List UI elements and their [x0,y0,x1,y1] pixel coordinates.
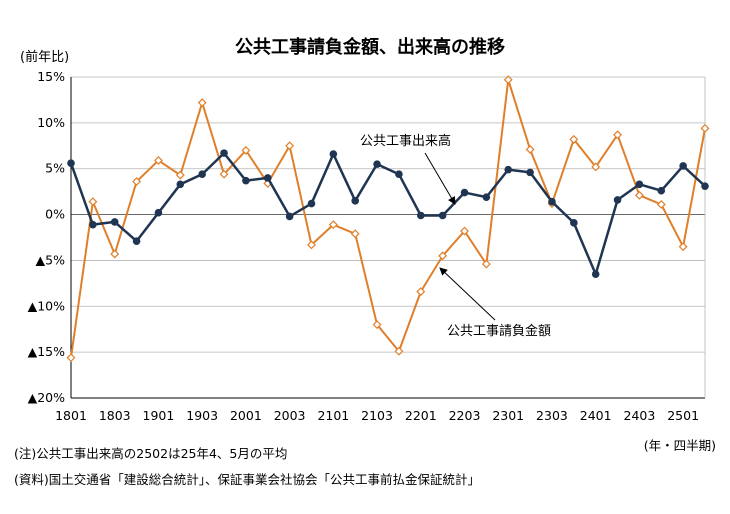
data-point [153,156,163,165]
data-point [525,145,535,154]
data-point [679,162,687,170]
data-point [175,170,185,180]
series-line-ukeoi [70,78,706,358]
data-point [351,197,360,205]
data-point [110,249,120,259]
data-point [307,199,316,208]
data-point [328,220,338,230]
data-point [460,188,469,197]
x-tick-label: 2003 [274,408,306,423]
data-point [657,186,666,195]
data-point [570,219,578,227]
data-point [67,159,75,168]
data-point [372,320,382,330]
data-point [263,174,272,182]
chart-title: 公共工事請負金額、出来高の推移 [235,36,505,58]
annotation-arrow [439,267,496,321]
x-tick-labels: 1801 1803 1901 1903 2001 2003 2101 2103 2201 2203… [55,408,699,423]
y-tick-label: 5% [45,161,65,176]
data-point [132,177,142,187]
x-tick-label: 2201 [405,408,437,423]
data-point [220,149,228,157]
data-point [329,150,338,158]
x-tick-label: 2403 [624,408,656,423]
x-tick-label: 2501 [667,408,699,423]
data-point [219,169,229,179]
data-point [197,98,207,108]
x-tick-label: 1803 [99,408,131,423]
data-point [504,165,513,174]
data-point [66,353,76,363]
data-point [307,240,316,250]
data-point [635,180,644,189]
y-tick-label: 0% [45,207,65,222]
x-tick-label: 2303 [536,408,568,423]
data-point [242,176,250,185]
series-line-dekidaka [69,151,706,276]
data-point [656,200,666,209]
data-point [88,197,98,207]
data-point [591,270,600,278]
y-tick-label: ▲15% [28,344,66,359]
annotation-ukeoi: 公共工事請負金額 [447,323,551,339]
data-point [395,170,403,179]
y-tick-label: ▲5% [36,252,66,267]
data-point [373,160,381,168]
data-point [526,168,534,177]
x-tick-label: 2203 [449,408,481,423]
data-point [154,208,163,217]
data-point [394,346,404,356]
data-point [241,145,251,155]
x-tick-label: 1801 [55,408,87,423]
source-text: (資料)国土交通省「建設総合統計」、保証事業会社協会「公共工事前払金保証統計」 [14,472,481,487]
data-point [460,226,469,236]
data-point [613,130,623,140]
x-axis-label: (年・四半期) [644,438,716,453]
data-point [591,162,601,172]
x-tick-label: 2103 [361,408,393,423]
x-tick-label: 2401 [580,408,612,423]
y-axis-label: (前年比) [20,49,69,65]
data-point [700,123,710,133]
data-point [481,259,491,269]
data-point [416,287,426,297]
y-tick-labels: 15% 10% 5% 0% ▲5% ▲10% ▲15% ▲20% [28,69,66,405]
x-tick-label: 1901 [143,408,175,423]
data-point [285,212,294,221]
data-point [176,180,185,189]
y-tick-label: 15% [37,69,65,84]
y-tick-label: ▲20% [28,390,66,405]
note-text: (注)公共工事出来高の2502は25年4、5月の平均 [14,446,288,461]
data-point [613,196,622,204]
data-point [416,211,425,220]
data-point [634,190,644,200]
x-tick-label: 1903 [186,408,218,423]
data-point [701,182,709,190]
x-tick-label: 2101 [317,408,349,423]
data-point [548,197,556,206]
series-layer [66,75,710,363]
data-point [482,193,491,201]
data-point [110,218,119,226]
data-point [438,251,448,261]
data-point [285,141,295,151]
data-point [569,134,579,144]
x-tick-label: 2301 [492,408,524,423]
annotation-dekidaka: 公共工事出来高 [360,133,451,149]
y-tick-label: ▲10% [28,298,66,313]
data-point [678,242,688,252]
gridlines [70,76,706,399]
y-tick-label: 10% [37,115,65,130]
data-point [89,220,97,229]
data-point [132,237,141,245]
data-point [438,211,447,220]
data-point [503,75,513,85]
annotation-arrow [424,152,456,205]
x-tick-label: 2001 [230,408,262,423]
data-point [198,170,206,179]
data-point [350,229,360,239]
